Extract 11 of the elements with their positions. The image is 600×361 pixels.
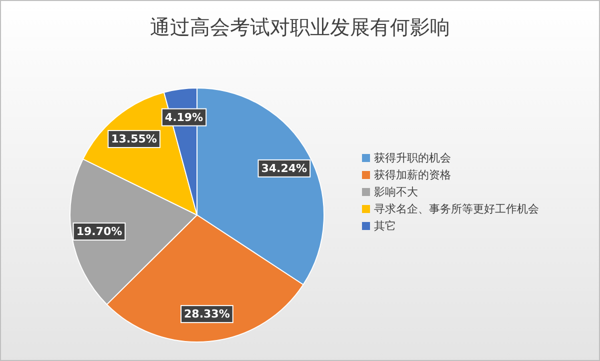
slice-label: 获得升职的机会 (374, 152, 451, 164)
legend-label: 获得加薪的资格 (374, 168, 451, 182)
data-label: 13.55% (111, 132, 157, 146)
legend-label: 其它 (374, 220, 396, 232)
data-label: 28.33% (184, 308, 230, 321)
data-label: 19.70% (76, 225, 122, 238)
chart-title: 通过高会考试对职业发展有何影响 (150, 15, 450, 39)
legend-label: 影响不大 (374, 186, 418, 198)
data-label: 4.19% (164, 110, 204, 124)
data-label: 34.24% (261, 162, 308, 175)
legend-label: 寻求名企、事务所等更好工作机会 (374, 202, 539, 216)
